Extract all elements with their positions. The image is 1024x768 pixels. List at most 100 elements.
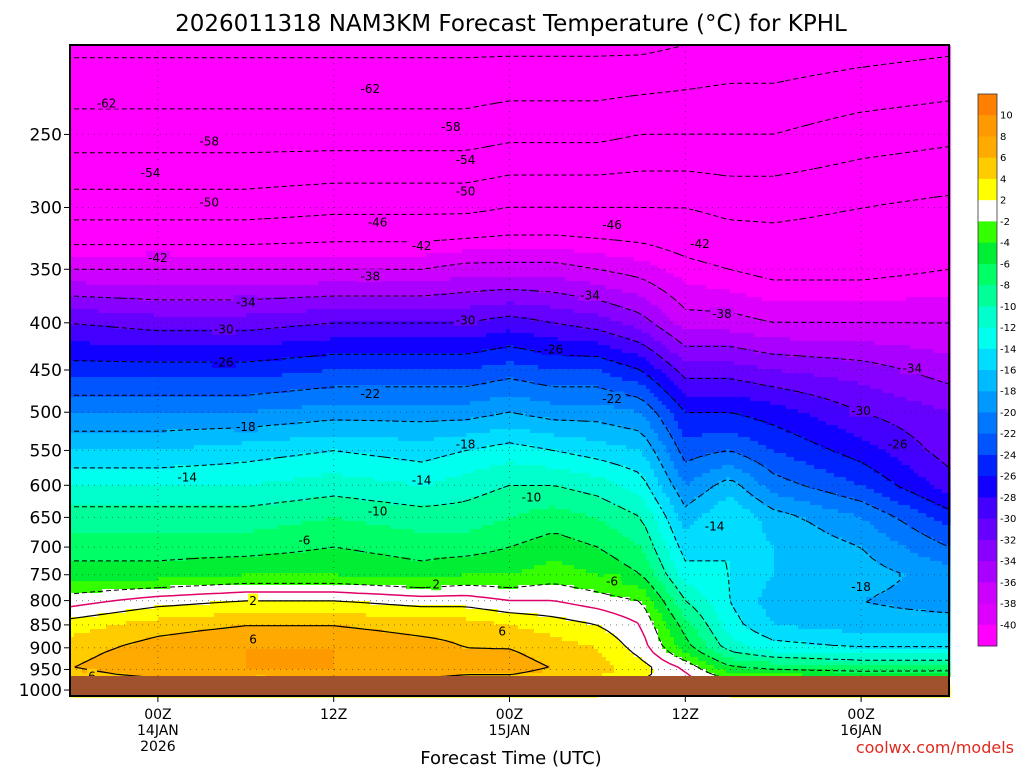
field-cell [806,57,811,62]
field-cell [214,81,219,86]
field-cell [406,97,411,102]
field-cell [806,97,811,102]
field-cell [722,73,727,78]
field-cell [798,113,803,118]
field-cell [438,73,443,78]
field-cell [918,101,923,106]
field-cell [578,89,583,94]
field-cell [794,57,799,62]
field-cell [306,85,311,90]
field-cell [162,121,167,126]
field-cell [598,85,603,90]
field-cell [614,69,619,74]
field-cell [374,117,379,122]
field-cell [410,49,415,54]
field-cell [294,49,299,54]
field-cell [402,85,407,90]
field-cell [462,69,467,74]
field-cell [526,65,531,70]
field-cell [354,121,359,126]
field-cell [650,77,655,82]
field-cell [402,53,407,58]
field-cell [202,49,207,54]
field-cell [870,85,875,90]
field-cell [118,49,123,54]
field-cell [614,57,619,62]
field-cell [82,73,87,78]
field-cell [562,65,567,70]
field-cell [274,53,279,58]
field-cell [554,61,559,66]
field-cell [226,65,231,70]
field-cell [942,117,947,122]
field-cell [562,69,567,74]
field-cell [646,117,651,122]
field-cell [590,89,595,94]
field-cell [718,85,723,90]
field-cell [170,53,175,58]
field-cell [98,113,103,118]
field-cell [314,121,319,126]
field-cell [214,101,219,106]
field-cell [122,89,127,94]
field-cell [446,65,451,70]
field-cell [622,77,627,82]
field-cell [170,81,175,86]
field-cell [230,77,235,82]
field-cell [146,49,151,54]
field-cell [322,113,327,118]
field-cell [618,65,623,70]
field-cell [890,113,895,118]
field-cell [402,93,407,98]
field-cell [614,81,619,86]
field-cell [266,77,271,82]
field-cell [482,77,487,82]
field-cell [318,113,323,118]
field-cell [466,53,471,58]
field-cell [926,65,931,70]
field-cell [598,49,603,54]
field-cell [878,93,883,98]
field-cell [542,113,547,118]
field-cell [278,89,283,94]
field-cell [678,49,683,54]
field-cell [390,61,395,66]
field-cell [846,73,851,78]
field-cell [278,69,283,74]
field-cell [218,89,223,94]
field-cell [758,69,763,74]
field-cell [906,109,911,114]
field-cell [86,101,91,106]
field-cell [610,65,615,70]
field-cell [802,49,807,54]
field-cell [774,81,779,86]
field-cell [822,113,827,118]
field-cell [750,113,755,118]
field-cell [798,73,803,78]
field-cell [814,65,819,70]
field-cell [934,69,939,74]
field-cell [338,101,343,106]
field-cell [914,49,919,54]
field-cell [722,65,727,70]
field-cell [858,61,863,66]
field-cell [598,113,603,118]
field-cell [674,69,679,74]
field-cell [442,81,447,86]
field-cell [126,73,131,78]
field-cell [74,93,79,98]
field-cell [182,101,187,106]
field-cell [234,81,239,86]
field-cell [102,117,107,122]
field-cell [750,49,755,54]
field-cell [338,69,343,74]
field-cell [194,89,199,94]
field-cell [754,85,759,90]
field-cell [682,73,687,78]
field-cell [378,109,383,114]
field-cell [766,85,771,90]
field-cell [418,97,423,102]
field-cell [442,101,447,106]
field-cell [134,121,139,126]
field-cell [870,49,875,54]
